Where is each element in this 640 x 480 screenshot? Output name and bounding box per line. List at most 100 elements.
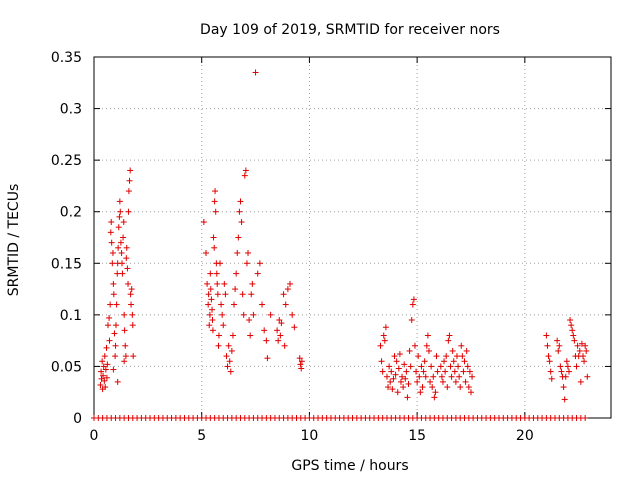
y-tick-label: 0.1	[60, 308, 82, 324]
data-point	[249, 280, 256, 287]
data-point	[383, 373, 390, 380]
data-point	[104, 361, 111, 368]
data-point	[404, 394, 411, 401]
data-point	[438, 373, 445, 380]
data-point	[428, 363, 435, 370]
data-point	[451, 368, 458, 375]
data-point	[558, 368, 565, 375]
data-point	[125, 208, 132, 215]
data-point	[571, 337, 578, 344]
data-point	[391, 353, 398, 360]
data-point	[281, 342, 288, 349]
data-point	[388, 368, 395, 375]
data-point	[252, 69, 259, 76]
data-point	[99, 358, 106, 365]
data-point	[564, 363, 571, 370]
data-point	[106, 314, 113, 321]
data-point	[223, 353, 230, 360]
data-point	[112, 353, 119, 360]
data-point	[248, 291, 255, 298]
data-point	[417, 389, 424, 396]
data-point	[122, 353, 129, 360]
data-point	[113, 301, 120, 308]
data-point	[430, 373, 437, 380]
data-point	[218, 301, 225, 308]
data-point	[114, 270, 121, 277]
data-point	[209, 327, 216, 334]
data-point	[576, 347, 583, 354]
data-point	[112, 322, 119, 329]
data-point	[221, 280, 228, 287]
data-point	[429, 384, 436, 391]
data-point	[431, 394, 438, 401]
data-point	[126, 177, 133, 184]
data-point	[121, 311, 128, 318]
data-point	[267, 311, 274, 318]
data-point	[287, 280, 294, 287]
data-point	[263, 337, 270, 344]
data-point	[115, 244, 122, 251]
data-point	[547, 368, 554, 375]
data-point	[424, 332, 431, 339]
data-point	[210, 234, 217, 241]
data-point	[229, 332, 236, 339]
data-point	[106, 337, 113, 344]
data-point	[434, 368, 441, 375]
data-point	[395, 365, 402, 372]
data-point	[235, 234, 242, 241]
data-point	[124, 265, 131, 272]
data-point	[380, 332, 387, 339]
data-point	[421, 358, 428, 365]
data-point	[234, 249, 241, 256]
data-point	[116, 213, 123, 220]
data-point	[556, 342, 563, 349]
data-point	[128, 301, 135, 308]
data-point	[414, 378, 421, 385]
x-axis-label: GPS time / hours	[291, 458, 408, 474]
data-point	[422, 373, 429, 380]
data-point	[432, 389, 439, 396]
data-point	[228, 347, 235, 354]
data-point	[120, 234, 127, 241]
data-point	[397, 378, 404, 385]
data-point	[560, 384, 567, 391]
y-tick-label: 0.25	[51, 153, 82, 169]
data-point	[101, 377, 108, 384]
data-point	[378, 358, 385, 365]
y-tick-label: 0.05	[51, 359, 82, 375]
data-point	[224, 363, 231, 370]
data-point	[403, 368, 410, 375]
data-point	[117, 208, 124, 215]
data-point	[416, 373, 423, 380]
data-point	[231, 301, 238, 308]
data-point	[226, 358, 233, 365]
data-point	[578, 340, 585, 347]
data-point	[456, 373, 463, 380]
y-tick-label: 0.3	[60, 102, 82, 118]
data-point	[116, 198, 123, 205]
data-point	[297, 361, 304, 368]
data-point	[443, 353, 450, 360]
data-point	[453, 353, 460, 360]
data-point	[442, 368, 449, 375]
data-point	[209, 306, 216, 313]
data-point	[411, 342, 418, 349]
data-point	[207, 270, 214, 277]
data-point	[212, 188, 219, 195]
x-axis-ticks: 0 5 10 15 20	[90, 57, 534, 444]
data-point	[449, 347, 456, 354]
data-point	[377, 342, 384, 349]
y-tick-label: 0	[73, 411, 82, 427]
data-point	[289, 311, 296, 318]
data-point	[563, 358, 570, 365]
data-point	[390, 375, 397, 382]
data-point	[465, 384, 472, 391]
data-point	[555, 347, 562, 354]
data-point	[554, 337, 561, 344]
data-point	[227, 368, 234, 375]
data-point	[413, 368, 420, 375]
data-point	[419, 384, 426, 391]
data-point	[394, 389, 401, 396]
data-point	[458, 342, 465, 349]
